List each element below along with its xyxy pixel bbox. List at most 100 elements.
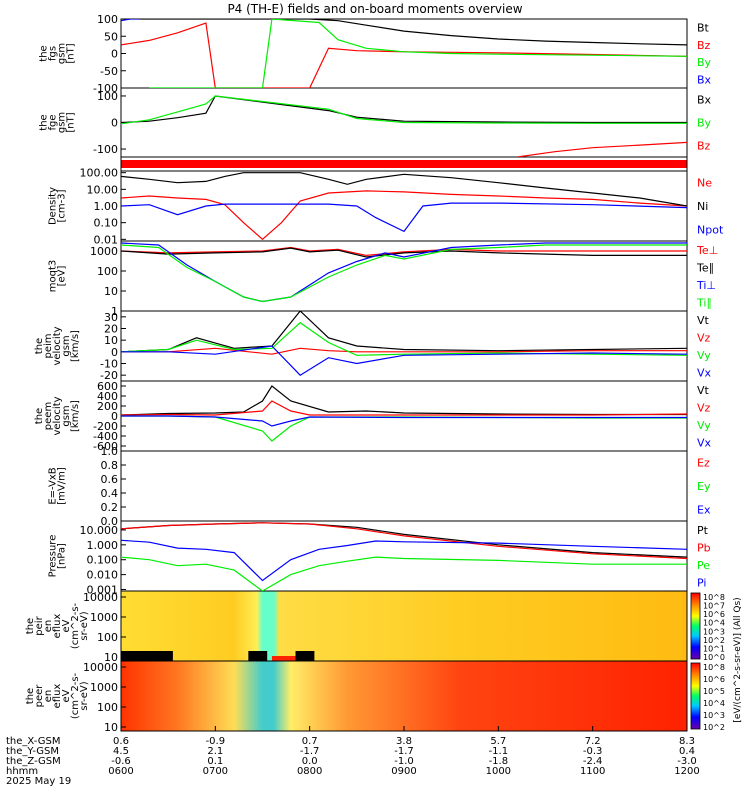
plot-title: P4 (TH-E) fields and on-board moments ov… (227, 2, 522, 16)
series-Vt-p6 (121, 311, 687, 353)
y-tick-label: 10 (104, 285, 118, 298)
series-Vz-p6 (121, 347, 687, 355)
y-tick-label: 0.4 (101, 487, 119, 500)
y-axis-label: (cm^2-s- (70, 602, 81, 649)
y-tick-label: -50 (100, 65, 118, 78)
legend-Ti⊥: Ti⊥ (696, 279, 716, 292)
y-tick-label: 1.00 (94, 200, 119, 213)
y-axis-label: peem (43, 402, 54, 430)
x-tick-label: 2.1 (207, 746, 223, 757)
series-Pe-p9 (121, 556, 687, 591)
legend-Vt: Vt (697, 384, 710, 397)
x-tick-label: 7.2 (585, 736, 601, 747)
y-tick-label: 400 (97, 390, 118, 403)
legend-Ez: Ez (697, 457, 710, 470)
y-tick-label: 100 (97, 265, 118, 278)
colorbar-tick-label: 10^8 (703, 663, 725, 672)
y-axis-label: [km/s] (70, 330, 81, 362)
y-tick-label: 20 (104, 323, 118, 336)
x-tick-label: 0700 (203, 766, 228, 777)
legend-Vz: Vz (697, 331, 711, 344)
y-axis-label: the (34, 338, 45, 354)
panel-frame (120, 18, 688, 89)
series-Ni-p4 (121, 172, 687, 207)
panel-p3 (120, 156, 688, 172)
panel-frame (120, 380, 688, 452)
colorbar-tick-label: 10^7 (703, 602, 725, 611)
y-axis-label: fgs (48, 46, 59, 61)
series-By-p2 (121, 95, 687, 125)
y-axis-label: sr-eV) (79, 681, 90, 710)
y-axis-label: gsm (57, 43, 68, 64)
x-tick-label: 0.6 (113, 736, 129, 747)
y-tick-label: 1000 (90, 245, 118, 258)
panel-frame (120, 520, 688, 592)
series-Vx-p7 (121, 415, 687, 427)
colorbar-tick-label: 10^2 (703, 723, 725, 732)
y-tick-label: 1 (111, 305, 118, 318)
y-axis-label: Density (48, 187, 59, 225)
x-tick-label: 1000 (486, 766, 511, 777)
series-Te⊥-p5 (121, 246, 687, 257)
series-Npot-p4 (121, 202, 687, 233)
x-tick-label: 1100 (580, 766, 605, 777)
panels-group: 100500-50-100thefgsgsm[nT]BtBzByBx1000-1… (25, 13, 743, 734)
x-tick-label: -1.7 (394, 746, 414, 757)
y-axis-label: [nT] (66, 43, 77, 63)
legend-Bx: Bx (697, 94, 712, 107)
x-row-label: hhmm (6, 766, 38, 777)
y-axis-label: gsm (61, 405, 72, 426)
y-tick-label: -100 (93, 82, 118, 95)
spectrogram-highflux-patch (271, 656, 296, 661)
legend-Pe: Pe (697, 559, 710, 572)
y-tick-label: 0.8 (101, 459, 119, 472)
x-tick-label: -0.9 (206, 736, 226, 747)
y-axis-label: [nT] (66, 112, 77, 132)
spectrogram-p10 (121, 591, 687, 661)
y-tick-label: 100 (97, 13, 118, 26)
panel-frame (120, 310, 688, 382)
y-axis-label: peer (34, 684, 45, 708)
y-axis-label: en (43, 620, 54, 633)
panel-p10: 10000 1000 100 10 thepeirenefluxeV(cm^2-s-sr… (25, 590, 688, 664)
y-axis-label: velocity (52, 396, 63, 435)
series-Bz-p2 (517, 141, 687, 157)
y-axis-label: en (43, 690, 54, 703)
y-axis-label: Pressure (48, 535, 59, 578)
legend-Vy: Vy (697, 349, 711, 362)
colorbar-tick-label: 10^6 (703, 610, 725, 619)
x-tick-label: -0.3 (583, 746, 603, 757)
x-tick-label: 5.7 (490, 736, 506, 747)
y-axis-label: gsm (61, 335, 72, 356)
x-row-label: the_Y-GSM (6, 746, 59, 757)
y-tick-label: 0.01 (94, 233, 119, 246)
y-tick-label: 100 (97, 90, 118, 103)
panel-p9: 10.000 1.000 0.100 0.010 0.001 Pressure[nPa] P… (48, 520, 711, 597)
x-tick-label: -1.0 (394, 756, 414, 767)
series-Bx-p2 (121, 95, 687, 124)
colorbar-tick-label: 10^0 (703, 653, 725, 662)
series-Vx-p6 (121, 345, 687, 376)
spectrogram-lowflux-patch (295, 651, 315, 661)
quality-bar (121, 160, 687, 168)
y-tick-label: 1000 (90, 681, 118, 694)
y-tick-label: 0.10 (94, 217, 119, 230)
x-tick-label: -0.6 (111, 756, 131, 767)
x-tick-label: -2.4 (583, 756, 603, 767)
colorbar-tick-label: 10^6 (703, 675, 725, 684)
legend-By: By (697, 56, 712, 69)
y-tick-label: 0.001 (87, 584, 119, 597)
colorbar-2: 10^8 10^6 10^5 10^4 10^3 10^2 (690, 662, 725, 732)
y-axis-label: fge (48, 114, 59, 130)
series-Pb-p9 (121, 522, 687, 560)
panel-p4: 100.00 10.00 1.00 0.10 0.01 Density[cm-3] Ne Ni… (48, 167, 724, 247)
colorbar-tick-label: 10^4 (703, 619, 725, 628)
panel-p11: 10000 1000 100 10 thepeerenefluxeV(cm^2-s-sr… (25, 660, 688, 734)
y-axis-label: peir (34, 615, 45, 635)
y-tick-label: 10 (104, 651, 118, 664)
y-axis-label: moqt3 (48, 260, 59, 293)
x-tick-label: 0600 (108, 766, 133, 777)
x-row-label: the_X-GSM (6, 736, 60, 747)
